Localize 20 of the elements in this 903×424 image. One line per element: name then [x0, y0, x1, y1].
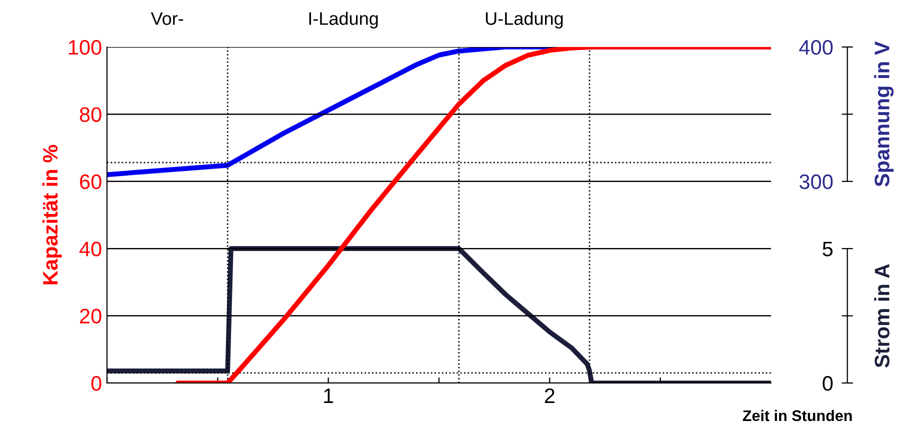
y2-axis-title: Spannung in V	[874, 41, 894, 187]
y2-tick-label: 400	[799, 40, 833, 55]
text: U-Ladung	[486, 12, 563, 29]
y3-tick-label: 5	[822, 242, 833, 256]
y-tick-label: 0	[91, 376, 102, 391]
y3-axis-title: Strom in A	[874, 264, 890, 368]
x-axis-title: Zeit in Stunden	[742, 410, 852, 422]
y-tick-label: 100	[68, 40, 102, 55]
y2-tick-label: 300	[800, 174, 833, 190]
y3-tick-label: 0	[822, 376, 833, 391]
y-tick-label: 40	[79, 242, 102, 256]
x-tick-label: 1	[324, 388, 334, 403]
y-tick-label: 80	[80, 107, 102, 122]
line-series	[175, 47, 771, 383]
y-axis-title: Kapazität in %	[42, 144, 62, 284]
x-tick-label: 2	[544, 388, 554, 403]
text: Vor-	[150, 12, 184, 25]
y-tick-label: 60	[80, 174, 102, 190]
text: I-Ladung	[309, 12, 378, 29]
y-tick-label: 20	[80, 308, 102, 324]
